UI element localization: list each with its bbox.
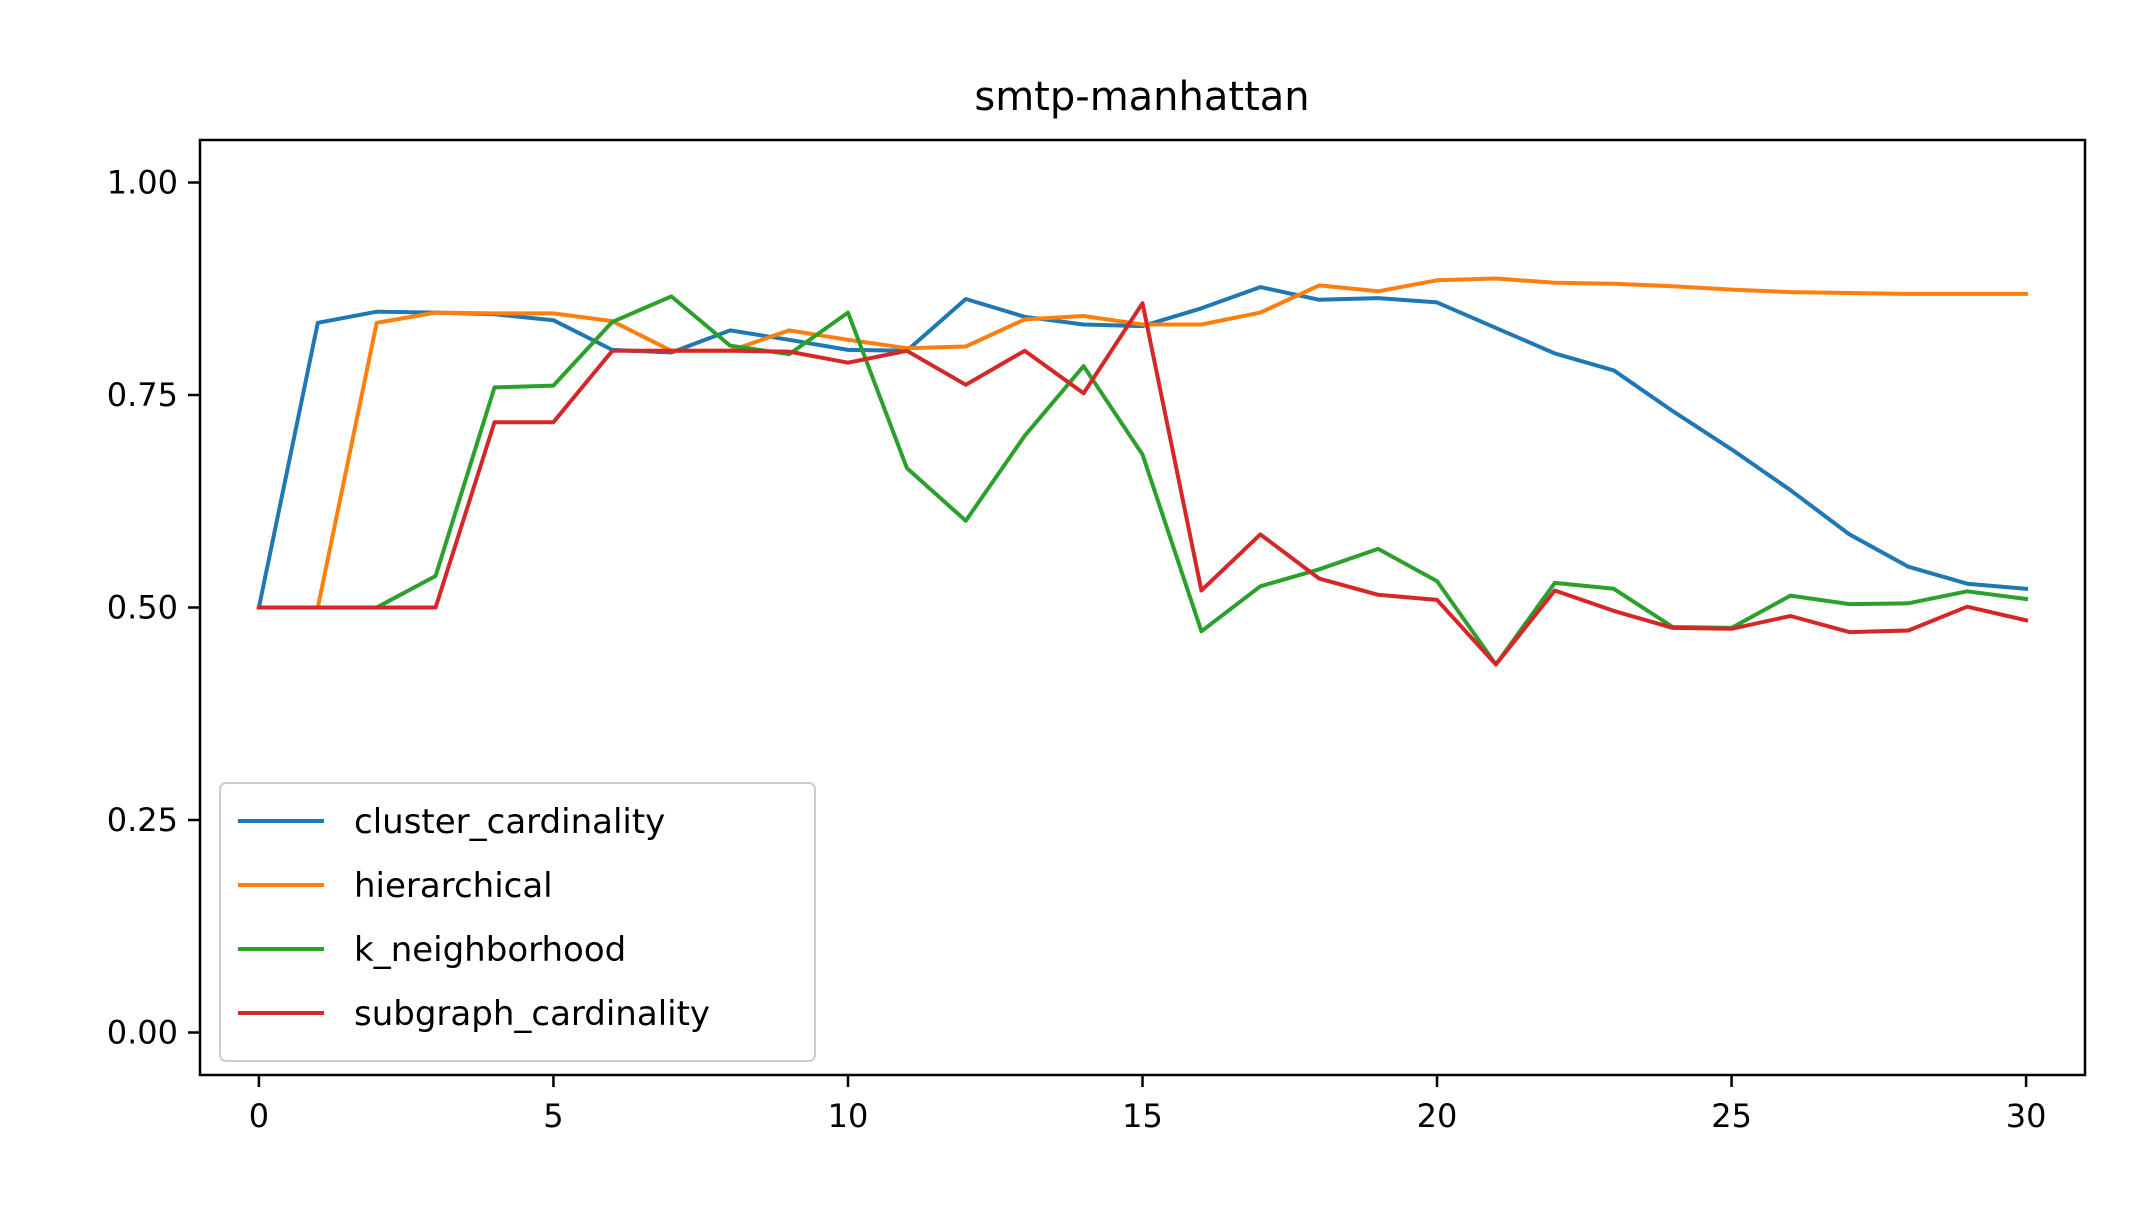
legend-label-cluster-cardinality: cluster_cardinality (354, 802, 665, 842)
x-tick-label: 25 (1711, 1097, 1752, 1135)
x-tick-label: 30 (2006, 1097, 2047, 1135)
y-axis: 0.00 0.25 0.50 0.75 1.00 (107, 164, 200, 1052)
y-tick-label: 0.00 (107, 1014, 178, 1052)
y-tick-label: 0.25 (107, 801, 178, 839)
x-tick-label: 5 (543, 1097, 563, 1135)
x-tick-label: 10 (828, 1097, 869, 1135)
plot-lines (256, 276, 2029, 667)
x-tick-label: 20 (1417, 1097, 1458, 1135)
legend-label-hierarchical: hierarchical (354, 866, 553, 906)
y-tick-label: 1.00 (107, 164, 178, 202)
chart-title: smtp-manhattan (974, 74, 1309, 120)
x-axis: 0 5 10 15 20 25 30 (249, 1075, 2047, 1135)
series-line-subgraph-cardinality (256, 301, 2029, 667)
y-tick-label: 0.50 (107, 589, 178, 627)
legend-box (219, 782, 816, 1062)
x-tick-label: 15 (1122, 1097, 1163, 1135)
legend-label-subgraph-cardinality: subgraph_cardinality (354, 994, 710, 1034)
y-tick-label: 0.75 (107, 376, 178, 414)
x-tick-label: 0 (249, 1097, 269, 1135)
series-line-hierarchical (256, 276, 2029, 610)
legend-label-k-neighborhood: k_neighborhood (354, 930, 626, 970)
legend: cluster_cardinality hierarchical k_neighbo… (219, 782, 816, 1062)
